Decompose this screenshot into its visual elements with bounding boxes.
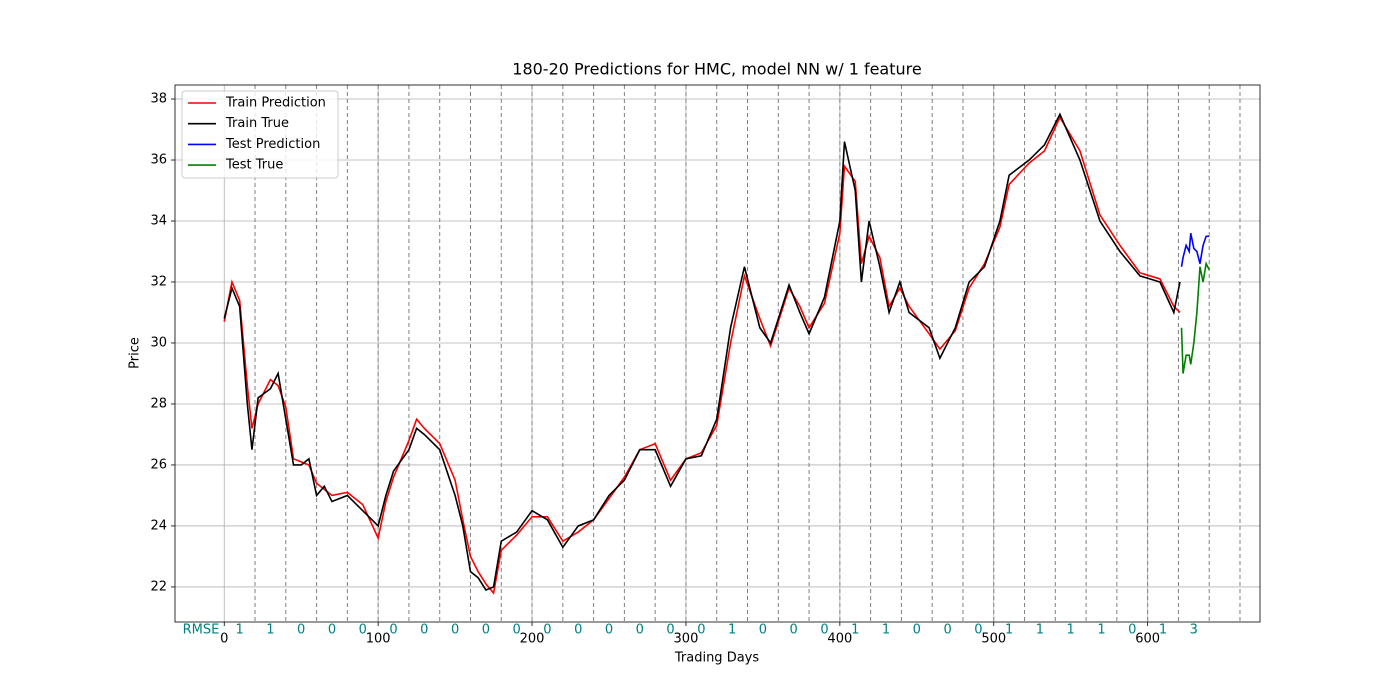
rmse-value: 1 [1005,623,1013,638]
rmse-value: 0 [389,623,397,638]
rmse-value: 0 [513,623,521,638]
rmse-value: 1 [882,623,890,638]
x-tick-label: 600 [1135,632,1160,647]
x-tick-label: 500 [981,632,1006,647]
rmse-value: 1 [1097,623,1105,638]
y-tick-label: 26 [150,457,167,472]
y-tick-label: 32 [150,274,167,289]
x-tick-label: 100 [366,632,391,647]
rmse-value: 0 [790,623,798,638]
rmse-value: 0 [297,623,305,638]
rmse-value: 1 [728,623,736,638]
y-tick-label: 28 [150,396,167,411]
series-line [1180,261,1210,374]
plot-frame [174,84,1261,623]
rmse-value: 1 [235,623,243,638]
x-tick-label: 200 [520,632,545,647]
rmse-value: 1 [1159,623,1167,638]
x-tick-label: 0 [220,632,228,647]
rmse-value: 0 [913,623,921,638]
rmse-label: RMSE [183,623,220,638]
y-tick-label: 34 [150,214,167,229]
y-tick-label: 36 [150,153,167,168]
rmse-value: 0 [605,623,613,638]
x-axis-label: Trading Days [674,651,759,666]
legend-label: Train Prediction [225,96,326,111]
series-line [223,115,1181,595]
rmse-value: 0 [697,623,705,638]
rmse-value: 0 [420,623,428,638]
rmse-value: 1 [1036,623,1044,638]
legend-box [181,90,339,179]
rmse-value: 1 [1067,623,1075,638]
rmse-value: 0 [759,623,767,638]
y-tick-label: 30 [150,335,167,350]
y-tick-label: 22 [150,579,167,594]
rmse-value: 0 [943,623,951,638]
rmse-value: 0 [974,623,982,638]
rmse-value: 0 [574,623,582,638]
x-tick-label: 300 [674,632,699,647]
legend-label: Train True [225,116,289,131]
chart-title: 180-20 Predictions for HMC, model NN w/ … [512,60,921,79]
rmse-value: 0 [328,623,336,638]
rmse-value: 0 [482,623,490,638]
rmse-value: 0 [451,623,459,638]
y-tick-label: 24 [150,518,167,533]
rmse-value: 0 [636,623,644,638]
rmse-value: 1 [266,623,274,638]
y-tick-label: 38 [150,92,167,107]
rmse-value: 0 [820,623,828,638]
rmse-value: 0 [359,623,367,638]
y-axis-label: Price [128,337,143,369]
rmse-value: 1 [851,623,859,638]
series-line [1180,233,1210,267]
rmse-value: 3 [1190,623,1198,638]
rmse-value: 0 [543,623,551,638]
rmse-value: 0 [666,623,674,638]
legend-label: Test True [225,158,283,173]
series-line [223,112,1181,591]
legend-label: Test Prediction [225,137,320,152]
rmse-value: 0 [1128,623,1136,638]
x-tick-label: 400 [827,632,852,647]
